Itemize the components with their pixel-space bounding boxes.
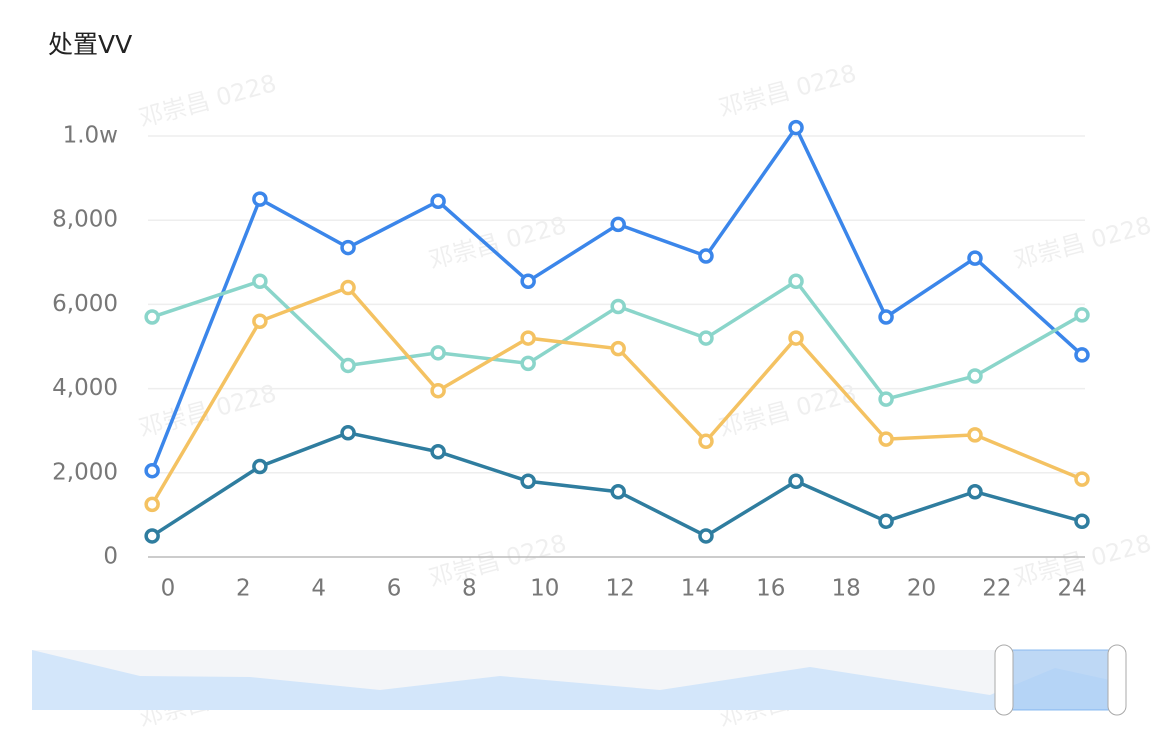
point	[967, 368, 983, 384]
point	[144, 462, 160, 479]
x-tick-label: 0	[161, 576, 176, 602]
point	[340, 279, 356, 296]
point	[788, 119, 804, 136]
zoom-window[interactable]	[1009, 649, 1111, 711]
point	[698, 433, 714, 449]
point	[610, 298, 626, 315]
point	[340, 357, 356, 374]
point	[788, 330, 804, 346]
y-tick-label: 1.0w	[63, 123, 118, 149]
point	[967, 427, 983, 443]
x-tick-label: 10	[530, 576, 559, 602]
y-tick-label: 2,000	[52, 459, 118, 485]
chart-title: 处置VV	[48, 30, 132, 59]
y-tick-label: 4,000	[52, 375, 118, 401]
x-tick-label: 12	[605, 576, 634, 602]
x-tick-label: 6	[387, 576, 402, 602]
point	[520, 330, 536, 346]
point	[252, 313, 268, 329]
point	[340, 425, 356, 441]
zoom-handle[interactable]	[994, 644, 1014, 716]
point	[698, 248, 714, 264]
x-tick-label: 20	[907, 576, 936, 602]
point	[698, 330, 714, 346]
point	[1074, 471, 1090, 487]
y-tick-label: 6,000	[52, 291, 118, 317]
point	[252, 191, 268, 207]
point	[967, 483, 983, 500]
point	[788, 273, 804, 289]
point	[252, 458, 268, 475]
point	[1074, 347, 1090, 363]
point	[1074, 307, 1090, 323]
point	[430, 382, 446, 399]
point	[340, 239, 356, 256]
point	[878, 309, 894, 325]
x-tick-label: 14	[681, 576, 710, 602]
x-tick-label: 4	[311, 576, 326, 602]
zoom-handle[interactable]	[1107, 644, 1127, 716]
point	[520, 273, 536, 289]
point	[430, 444, 446, 460]
point	[788, 473, 804, 489]
point	[144, 496, 160, 513]
x-tick-label: 2	[236, 576, 251, 602]
y-tick-label: 8,000	[52, 207, 118, 233]
point	[878, 391, 894, 407]
x-tick-label: 24	[1058, 576, 1087, 602]
x-tick-label: 22	[982, 576, 1011, 602]
point	[967, 250, 983, 266]
point	[430, 193, 446, 210]
point	[1074, 513, 1090, 529]
point	[878, 431, 894, 447]
data-zoom[interactable]	[32, 644, 1127, 716]
x-tick-label: 8	[462, 576, 477, 602]
x-tick-label: 18	[831, 576, 860, 602]
point	[144, 528, 160, 544]
point	[520, 355, 536, 372]
point	[610, 216, 626, 233]
line	[150, 285, 1083, 506]
point	[698, 528, 714, 544]
point	[144, 309, 160, 325]
watermark: 邓崇昌 0228	[136, 69, 279, 132]
point	[610, 340, 626, 357]
point	[610, 483, 626, 500]
point	[252, 273, 268, 289]
x-tick-label: 16	[756, 576, 785, 602]
point	[430, 345, 446, 361]
watermark: 邓崇昌 0228	[716, 59, 859, 122]
point	[520, 473, 536, 489]
y-tick-label: 0	[103, 544, 118, 570]
zoom-preview	[32, 650, 1110, 710]
point	[878, 513, 894, 529]
